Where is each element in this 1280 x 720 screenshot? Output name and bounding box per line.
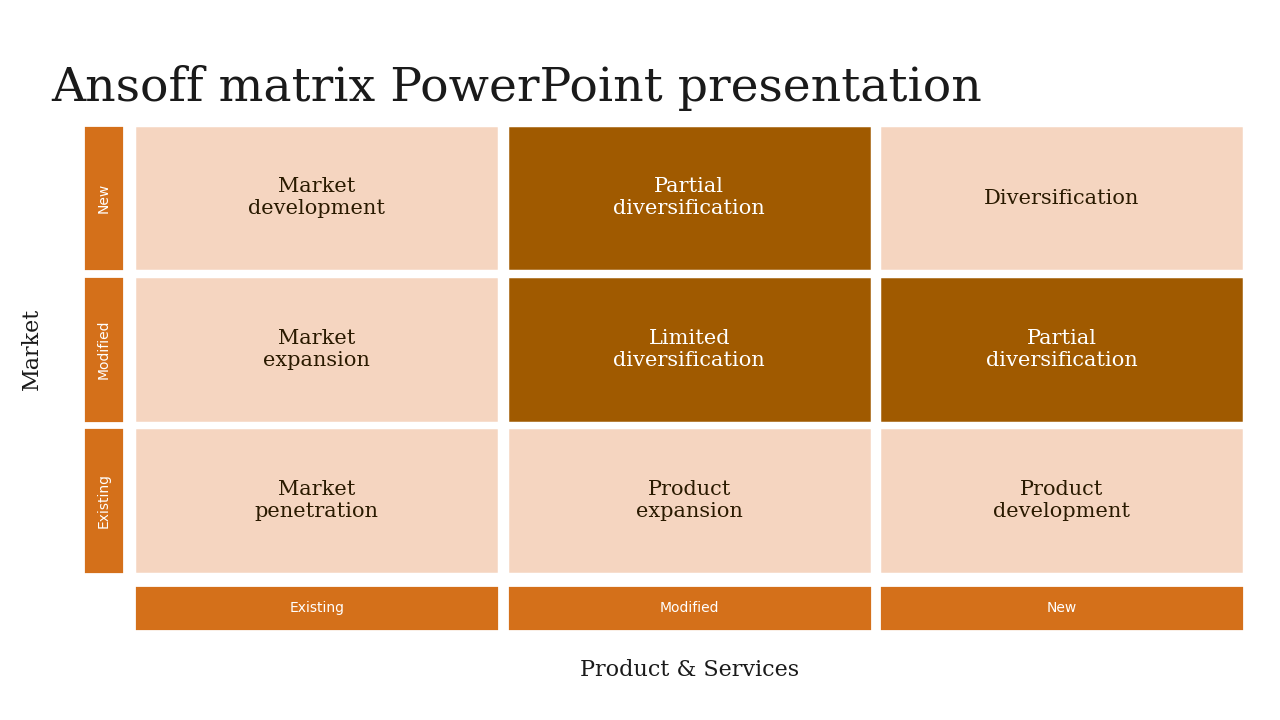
Text: Product
development: Product development — [993, 480, 1130, 521]
Text: Product
expansion: Product expansion — [636, 480, 742, 521]
Text: Market
development: Market development — [248, 178, 385, 218]
FancyBboxPatch shape — [83, 125, 124, 271]
FancyBboxPatch shape — [879, 276, 1244, 423]
Text: Limited
diversification: Limited diversification — [613, 329, 765, 369]
FancyBboxPatch shape — [83, 427, 124, 574]
FancyBboxPatch shape — [507, 276, 872, 423]
Text: Diversification: Diversification — [984, 189, 1139, 207]
Text: Modified: Modified — [659, 601, 719, 615]
Text: Market
expansion: Market expansion — [264, 329, 370, 369]
Text: New: New — [1047, 601, 1076, 615]
Text: Modified: Modified — [97, 320, 110, 379]
FancyBboxPatch shape — [134, 125, 499, 271]
FancyBboxPatch shape — [83, 276, 124, 423]
FancyBboxPatch shape — [507, 427, 872, 574]
Text: Existing: Existing — [97, 473, 110, 528]
Text: Ansoff matrix PowerPoint presentation: Ansoff matrix PowerPoint presentation — [51, 65, 982, 111]
Text: Partial
diversification: Partial diversification — [613, 178, 765, 218]
Text: New: New — [97, 183, 110, 213]
Text: Market
penetration: Market penetration — [255, 480, 379, 521]
Text: Partial
diversification: Partial diversification — [986, 329, 1138, 369]
Text: Market: Market — [20, 308, 44, 390]
FancyBboxPatch shape — [879, 427, 1244, 574]
FancyBboxPatch shape — [134, 585, 499, 631]
FancyBboxPatch shape — [879, 585, 1244, 631]
FancyBboxPatch shape — [507, 125, 872, 271]
FancyBboxPatch shape — [134, 427, 499, 574]
FancyBboxPatch shape — [134, 276, 499, 423]
FancyBboxPatch shape — [879, 125, 1244, 271]
Text: Existing: Existing — [289, 601, 344, 615]
Text: Product & Services: Product & Services — [580, 659, 799, 680]
FancyBboxPatch shape — [507, 585, 872, 631]
